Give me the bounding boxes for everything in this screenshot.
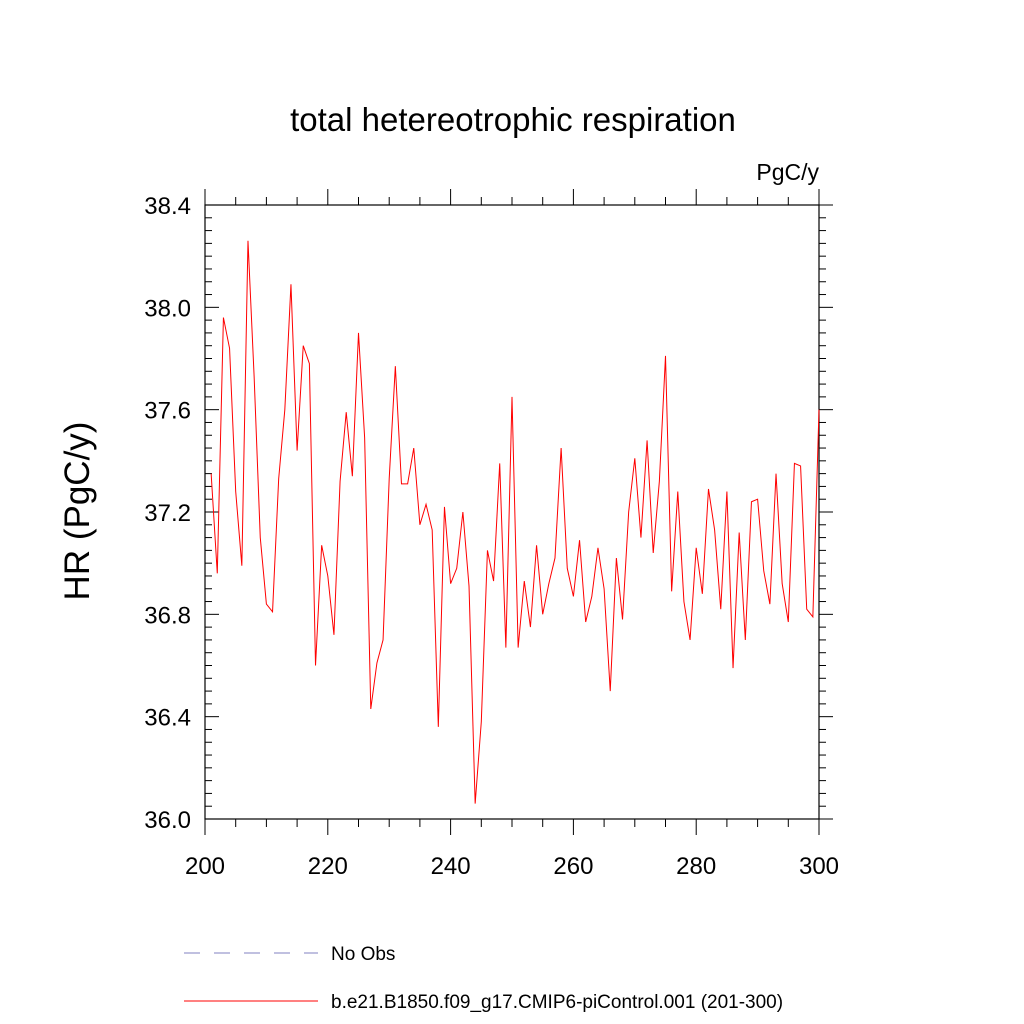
units-label: PgC/y — [756, 159, 819, 185]
plot-area: 36.0 36.4 36.8 37.2 37.6 38.0 38.4 200 220 240 26… — [144, 189, 839, 880]
y-tick-label: 36.4 — [144, 705, 191, 732]
x-axis-ticks: 200 220 240 260 280 300 — [185, 189, 839, 880]
y-tick-label: 37.2 — [144, 500, 191, 527]
x-tick-label: 260 — [553, 853, 593, 880]
series-layer — [210, 240, 820, 804]
x-tick-label: 300 — [799, 853, 839, 880]
y-tick-label: 36.0 — [144, 807, 191, 834]
y-axis-label: HR (PgC/y) — [58, 422, 97, 601]
x-tick-label: 220 — [308, 853, 348, 880]
y-tick-label: 38.4 — [144, 193, 191, 220]
y-tick-label: 37.6 — [144, 398, 191, 425]
x-tick-label: 200 — [185, 853, 225, 880]
x-tick-label: 240 — [431, 853, 471, 880]
legend-label-picontrol: b.e21.B1850.f09_g17.CMIP6-piControl.001 … — [331, 992, 783, 1013]
y-axis-ticks: 36.0 36.4 36.8 37.2 37.6 38.0 38.4 — [144, 193, 833, 834]
chart-title: total hetereotrophic respiration — [290, 101, 736, 138]
plot-frame — [204, 204, 820, 820]
x-tick-label: 280 — [676, 853, 716, 880]
y-tick-label: 36.8 — [144, 602, 191, 629]
legend-label-no-obs: No Obs — [331, 944, 395, 965]
legend: No Obs b.e21.B1850.f09_g17.CMIP6-piContr… — [184, 944, 783, 1013]
series-line-1 — [210, 240, 820, 804]
y-tick-label: 38.0 — [144, 295, 191, 322]
